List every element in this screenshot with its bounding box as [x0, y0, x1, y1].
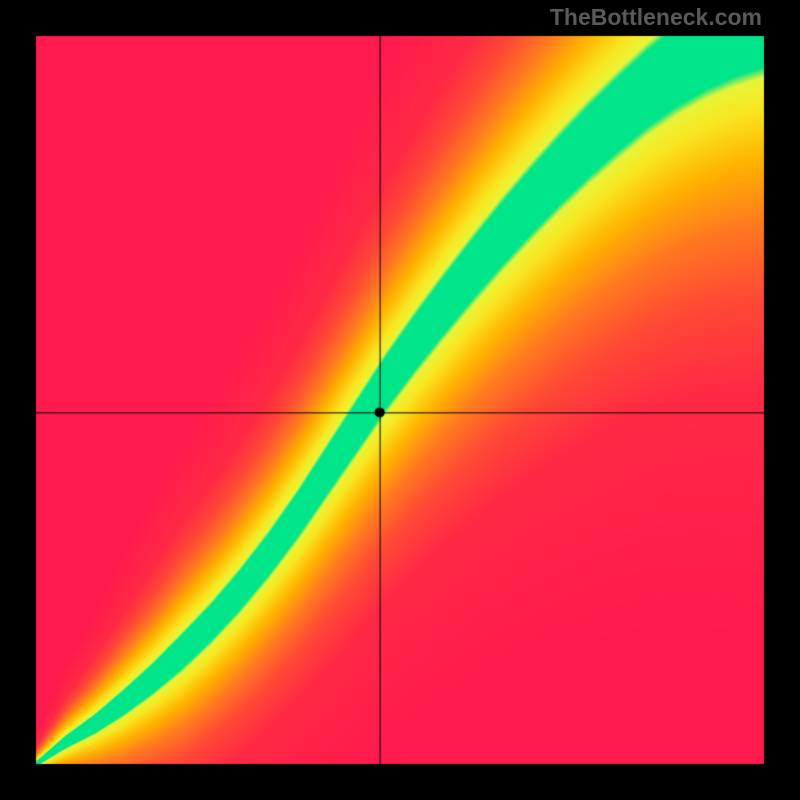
chart-container: TheBottleneck.com [0, 0, 800, 800]
bottleneck-heatmap [0, 0, 800, 800]
watermark-text: TheBottleneck.com [550, 4, 762, 31]
